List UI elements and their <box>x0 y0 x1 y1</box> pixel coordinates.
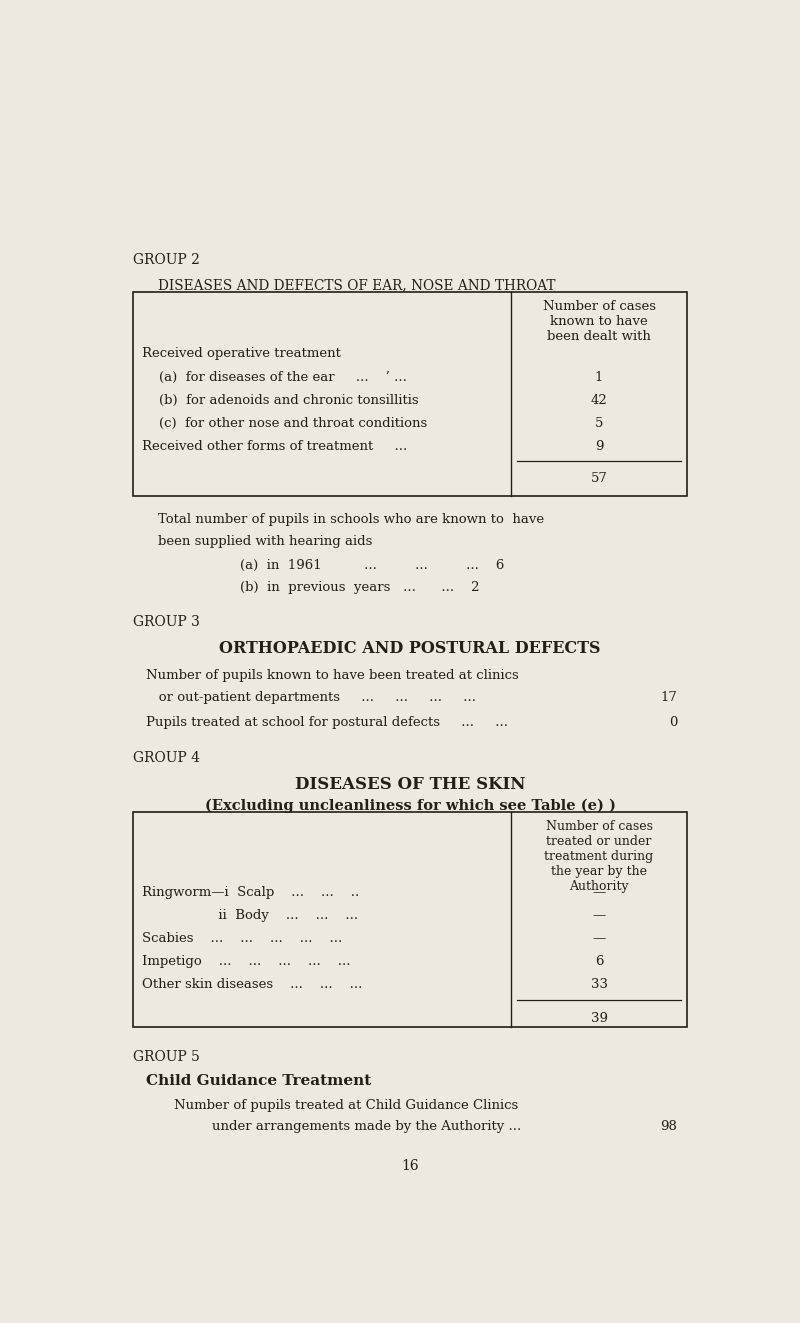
Text: 39: 39 <box>590 1012 608 1025</box>
Text: Child Guidance Treatment: Child Guidance Treatment <box>146 1074 372 1089</box>
Text: —: — <box>593 909 606 922</box>
Text: ii  Body    ...    ...    ...: ii Body ... ... ... <box>142 909 358 922</box>
Text: Received other forms of treatment     ...: Received other forms of treatment ... <box>142 439 407 452</box>
Text: (a)  in  1961          ...         ...         ...    6: (a) in 1961 ... ... ... 6 <box>239 560 504 572</box>
Text: 9: 9 <box>595 439 603 452</box>
Text: 0: 0 <box>669 716 678 729</box>
Text: Ringworm—i  Scalp    ...    ...    ..: Ringworm—i Scalp ... ... .. <box>142 885 359 898</box>
Text: (c)  for other nose and throat conditions: (c) for other nose and throat conditions <box>142 417 427 430</box>
Text: (a)  for diseases of the ear     ...    ’ ...: (a) for diseases of the ear ... ’ ... <box>142 370 406 384</box>
Text: GROUP 5: GROUP 5 <box>133 1049 199 1064</box>
Text: Total number of pupils in schools who are known to  have: Total number of pupils in schools who ar… <box>158 513 544 527</box>
Text: Number of cases
treated or under
treatment during
the year by the
Authority: Number of cases treated or under treatme… <box>545 820 654 893</box>
Text: 98: 98 <box>661 1121 678 1134</box>
Text: 42: 42 <box>590 394 607 406</box>
Text: Number of pupils known to have been treated at clinics: Number of pupils known to have been trea… <box>146 669 519 683</box>
Text: —: — <box>593 931 606 945</box>
Text: (b)  for adenoids and chronic tonsillitis: (b) for adenoids and chronic tonsillitis <box>142 394 418 406</box>
Text: 33: 33 <box>590 978 608 991</box>
Text: been supplied with hearing aids: been supplied with hearing aids <box>158 534 373 548</box>
Text: (b)  in  previous  years   ...      ...    2: (b) in previous years ... ... 2 <box>239 581 479 594</box>
Text: Received operative treatment: Received operative treatment <box>142 348 341 360</box>
Text: DISEASES AND DEFECTS OF EAR, NOSE AND THROAT: DISEASES AND DEFECTS OF EAR, NOSE AND TH… <box>158 278 556 292</box>
Text: Impetigo    ...    ...    ...    ...    ...: Impetigo ... ... ... ... ... <box>142 955 350 968</box>
Text: GROUP 3: GROUP 3 <box>133 615 199 630</box>
Text: Number of cases
known to have
been dealt with: Number of cases known to have been dealt… <box>542 300 655 343</box>
Text: 5: 5 <box>595 417 603 430</box>
Text: —: — <box>593 885 606 898</box>
Text: Number of pupils treated at Child Guidance Clinics: Number of pupils treated at Child Guidan… <box>174 1099 518 1111</box>
Text: 17: 17 <box>661 691 678 704</box>
Text: Other skin diseases    ...    ...    ...: Other skin diseases ... ... ... <box>142 978 362 991</box>
Text: GROUP 2: GROUP 2 <box>133 254 199 267</box>
Bar <box>133 292 687 496</box>
Text: 6: 6 <box>595 955 603 968</box>
Text: under arrangements made by the Authority ...: under arrangements made by the Authority… <box>212 1121 522 1134</box>
Text: (Excluding uncleanliness for which see Table (e) ): (Excluding uncleanliness for which see T… <box>205 799 615 814</box>
Text: GROUP 4: GROUP 4 <box>133 751 199 765</box>
Text: DISEASES OF THE SKIN: DISEASES OF THE SKIN <box>295 775 525 792</box>
Text: 57: 57 <box>590 472 607 486</box>
Text: 1: 1 <box>595 370 603 384</box>
Text: 16: 16 <box>401 1159 419 1174</box>
Bar <box>133 812 687 1027</box>
Text: Scabies    ...    ...    ...    ...    ...: Scabies ... ... ... ... ... <box>142 931 342 945</box>
Text: or out-patient departments     ...     ...     ...     ...: or out-patient departments ... ... ... .… <box>146 691 490 704</box>
Text: ORTHOPAEDIC AND POSTURAL DEFECTS: ORTHOPAEDIC AND POSTURAL DEFECTS <box>219 640 601 658</box>
Text: Pupils treated at school for postural defects     ...     ...: Pupils treated at school for postural de… <box>146 716 522 729</box>
